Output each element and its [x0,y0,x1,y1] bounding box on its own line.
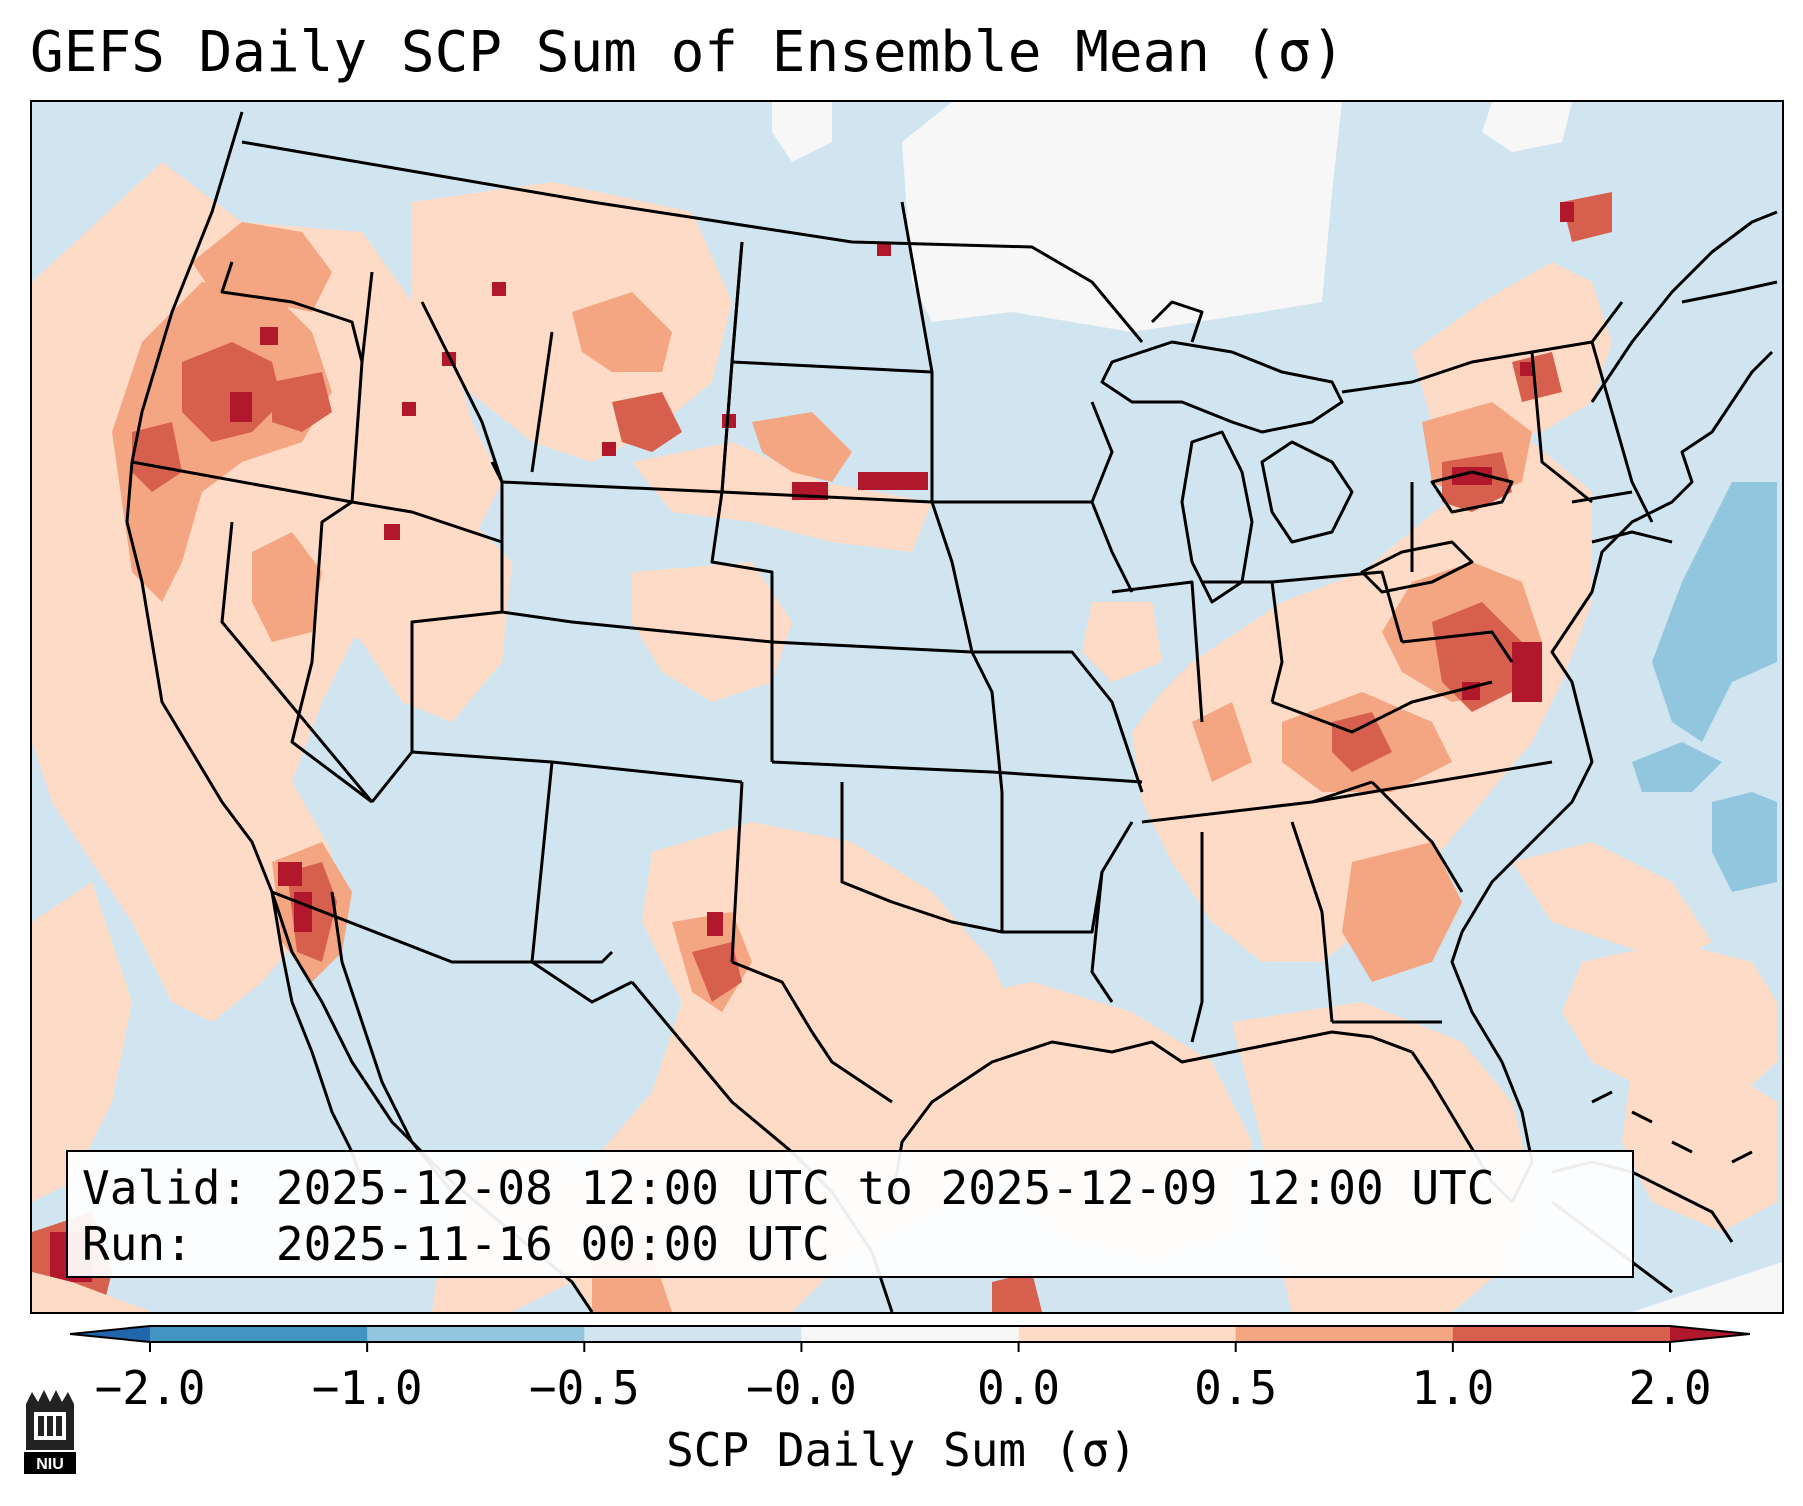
colorbar-bin [1235,1326,1454,1342]
valid-value: 2025-12-08 12:00 UTC to 2025-12-09 12:00… [275,1161,1495,1215]
valid-run-info-box: Valid: 2025-12-08 12:00 UTC to 2025-12-0… [66,1150,1634,1278]
colorbar-bin [801,1326,1020,1342]
colorbar-tick-label: −2.0 [94,1361,206,1415]
colorbar-extend-high [1670,1326,1750,1342]
colorbar-bin [150,1326,368,1342]
valid-line: Valid: 2025-12-08 12:00 UTC to 2025-12-0… [82,1160,1618,1216]
colorbar-tick-label: 2.0 [1628,1361,1712,1415]
niu-logo-icon: NIU [24,1390,76,1474]
negative-anomaly-field [1632,482,1777,892]
projection-edge [1632,1262,1782,1312]
colorbar-bin [1452,1326,1671,1342]
colorbar-label: SCP Daily Sum (σ) [666,1423,1137,1477]
colorbar-tick-label: −0.5 [528,1361,640,1415]
run-label: Run: [82,1217,193,1271]
run-line: Run: 2025-11-16 00:00 UTC [82,1216,1618,1272]
colorbar-tick-label: 0.0 [977,1361,1061,1415]
colorbar-tick-label: 0.5 [1194,1361,1278,1415]
colorbar [70,1325,1750,1352]
southwest-corner-anomaly [32,1272,152,1312]
logo-badge [24,1452,76,1474]
colorbar-tick-label: 1.0 [1411,1361,1495,1415]
colorbar-outline [70,1325,1750,1343]
valid-label: Valid: [82,1161,249,1215]
colorbar-bin [584,1326,802,1342]
logo-text: NIU [36,1456,64,1473]
map-svg [32,102,1782,1312]
colorbar-tick-label: −0.0 [746,1361,857,1415]
chart-title: GEFS Daily SCP Sum of Ensemble Mean (σ) [30,20,1345,85]
colorbar-tick-label: −1.0 [311,1361,423,1415]
colorbar-bin [367,1326,585,1342]
borders [131,140,1673,1104]
colorbar-extend-low [70,1326,150,1342]
run-value: 2025-11-16 00:00 UTC [275,1217,830,1271]
colorbar-ticks [149,1342,1671,1352]
map-panel [30,100,1784,1314]
colorbar-bins [70,1326,1750,1342]
colorbar-bin [1018,1326,1237,1342]
